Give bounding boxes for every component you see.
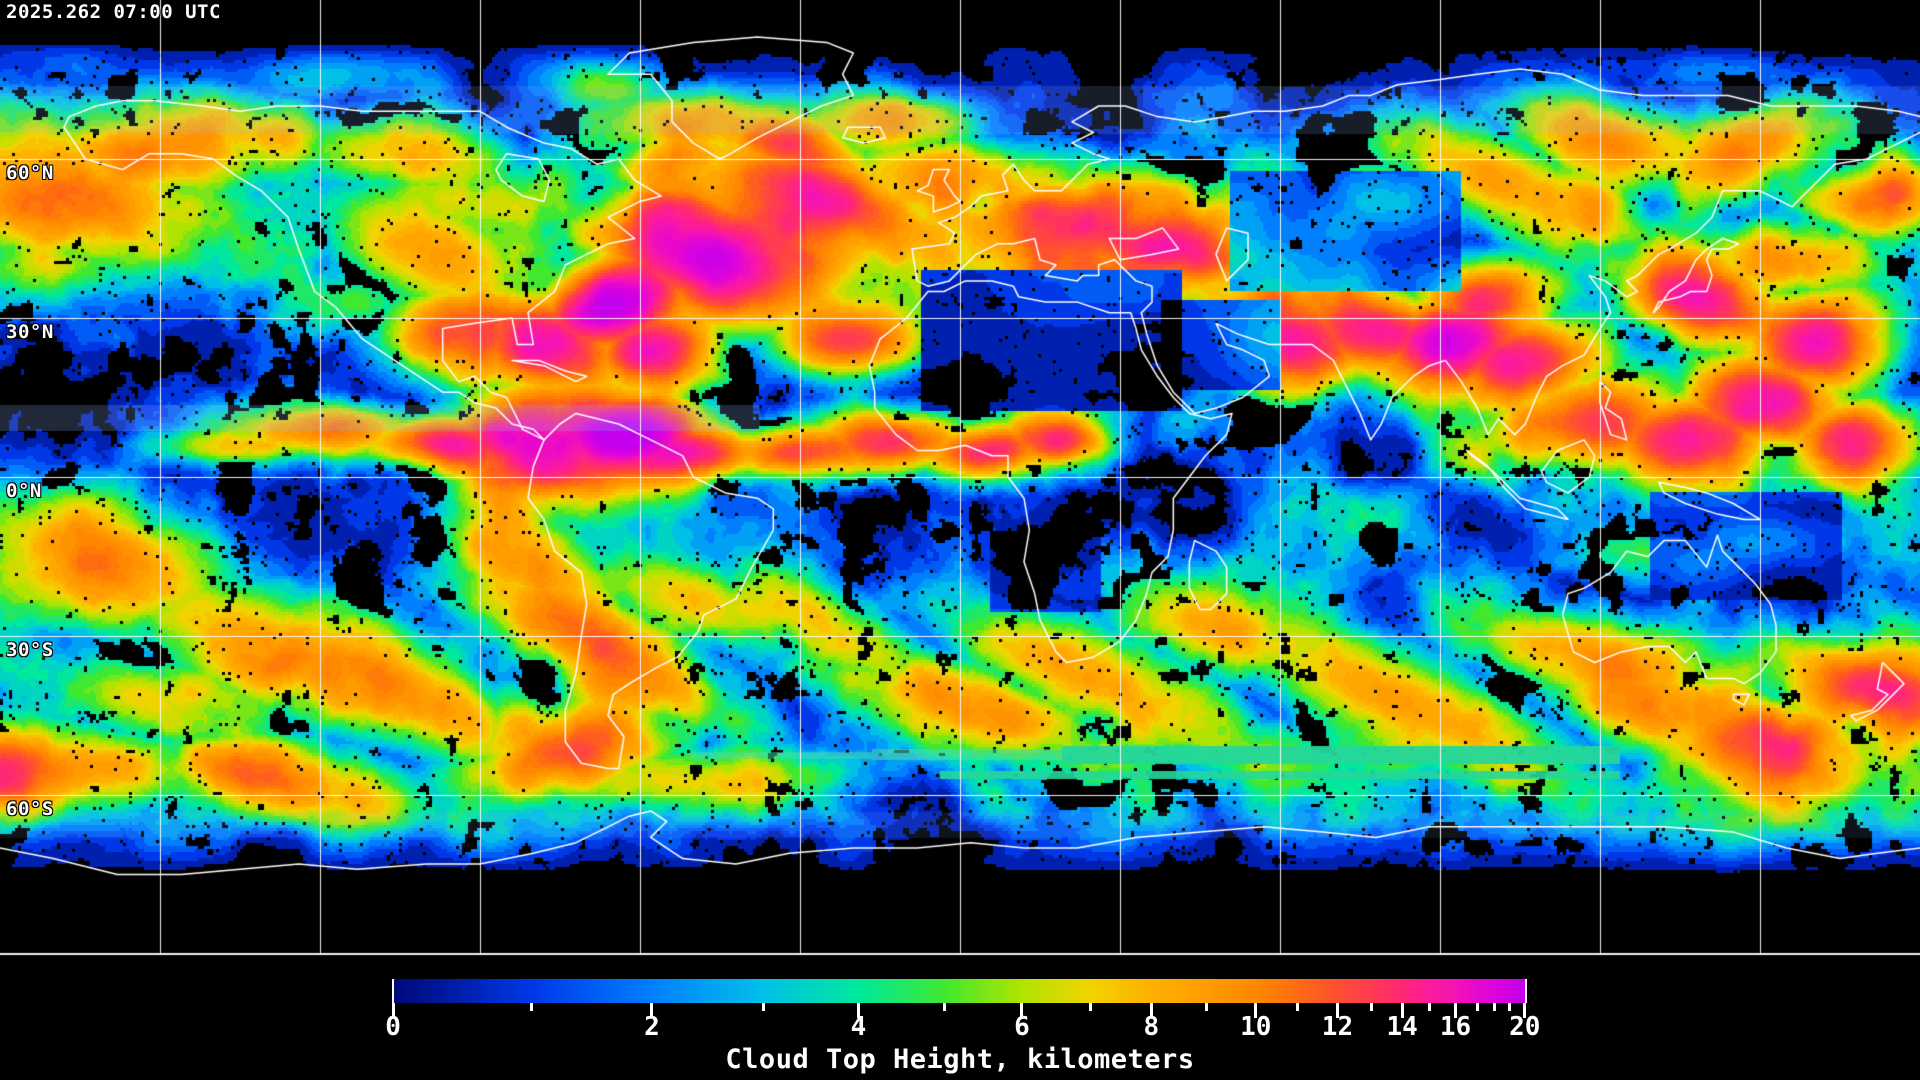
colorbar-tick xyxy=(650,1003,654,1018)
colorbar-tick xyxy=(943,1003,947,1011)
colorbar-tick xyxy=(1020,1003,1024,1018)
colorbar-tick xyxy=(1453,1003,1457,1018)
colorbar-tick xyxy=(1475,1003,1479,1011)
cloud-map-canvas xyxy=(0,0,1920,956)
colorbar-tick-label: 2 xyxy=(644,1012,660,1042)
colorbar-tick-label: 4 xyxy=(850,1012,867,1042)
colorbar-tick xyxy=(1508,1003,1512,1011)
colorbar-tick-label: 6 xyxy=(1014,1012,1030,1042)
colorbar-tick xyxy=(1427,1003,1431,1011)
colorbar-tick xyxy=(1254,1003,1258,1018)
colorbar-tick xyxy=(1296,1003,1300,1011)
colorbar-gradient xyxy=(392,979,1527,1003)
colorbar-tick xyxy=(1523,1003,1527,1018)
colorbar-tick xyxy=(761,1003,765,1011)
colorbar-axis-label: Cloud Top Height, kilometers xyxy=(725,1044,1195,1075)
colorbar-tick-label: 16 xyxy=(1439,1012,1472,1042)
colorbar-tick xyxy=(1370,1003,1373,1011)
colorbar-tick-label: 8 xyxy=(1143,1012,1160,1042)
colorbar-tick-label: 10 xyxy=(1240,1012,1272,1042)
colorbar-tick xyxy=(1149,1003,1153,1018)
colorbar-tick-label: 12 xyxy=(1321,1012,1354,1042)
colorbar-tick xyxy=(1492,1003,1496,1011)
colorbar-tick-label: 20 xyxy=(1509,1012,1541,1042)
colorbar-tick xyxy=(1400,1003,1404,1018)
colorbar-tick xyxy=(1335,1003,1339,1018)
latitude-label: 30°N xyxy=(6,321,54,343)
latitude-label: 0°N xyxy=(6,480,42,502)
colorbar-tick-label: 14 xyxy=(1386,1012,1418,1042)
latitude-label: 30°S xyxy=(6,639,54,661)
colorbar-tick xyxy=(530,1003,534,1011)
colorbar-tick xyxy=(1205,1003,1209,1011)
colorbar-tick xyxy=(856,1003,860,1018)
colorbar-tick xyxy=(1088,1003,1092,1011)
colorbar-tick xyxy=(391,1003,395,1018)
latitude-label: 60°N xyxy=(6,162,54,184)
timestamp-label: 2025.262 07:00 UTC xyxy=(6,1,221,23)
latitude-label: 60°S xyxy=(6,798,54,820)
colorbar-tick-label: 0 xyxy=(385,1012,401,1042)
